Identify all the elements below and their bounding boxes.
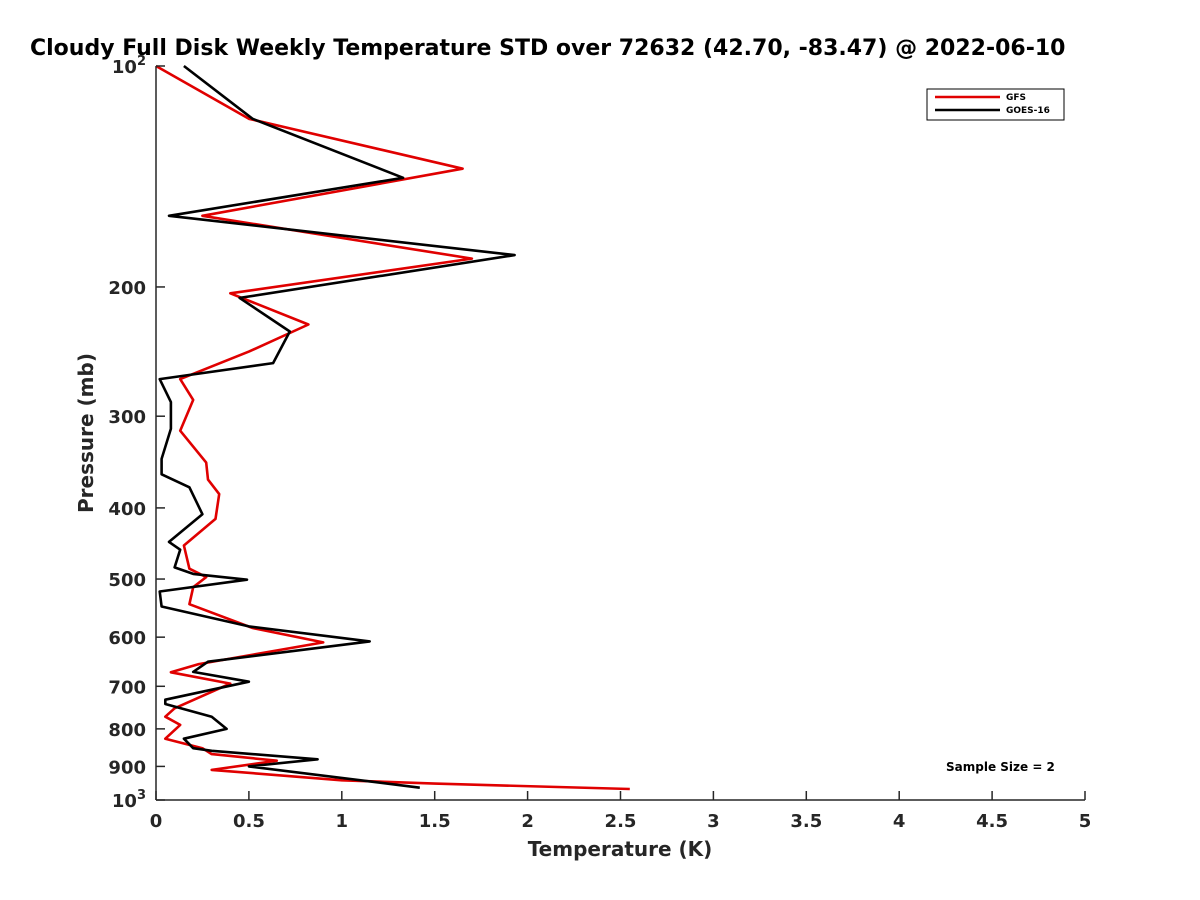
x-tick-label: 0.5	[233, 811, 265, 832]
y-tick-label: 600	[108, 628, 146, 649]
x-tick-label: 3	[707, 811, 720, 832]
x-tick-label: 1	[336, 811, 349, 832]
x-tick-label: 3.5	[790, 811, 822, 832]
legend: GFS GOES-16	[926, 88, 1065, 121]
x-tick-label: 2	[521, 811, 534, 832]
x-tick-label: 0	[150, 811, 163, 832]
y-ticks: 102 200 300 400 500 600 700 800 900 103	[108, 54, 165, 812]
x-tick-label: 1.5	[419, 811, 451, 832]
y-tick-label: 900	[108, 757, 146, 778]
chart-title: Cloudy Full Disk Weekly Temperature STD …	[30, 36, 1065, 61]
x-axis-label: Temperature (K)	[528, 837, 713, 861]
y-tick-label: 103	[112, 788, 146, 812]
y-tick-label: 400	[108, 499, 146, 520]
x-tick-label: 4	[893, 811, 906, 832]
legend-label-goes-16: GOES-16	[1006, 106, 1050, 116]
legend-label-gfs: GFS	[1006, 93, 1026, 103]
series-line-goes-16	[158, 64, 516, 789]
y-tick-label: 800	[108, 720, 146, 741]
sample-size-annotation: Sample Size = 2	[946, 760, 1055, 774]
y-axis-label: Pressure (mb)	[74, 353, 98, 513]
x-tick-label: 2.5	[605, 811, 637, 832]
x-ticks: 0 0.5 1 1.5 2 2.5 3 3.5 4 4.5 5	[150, 791, 1092, 832]
plot-series	[155, 64, 630, 791]
y-tick-label: 300	[108, 407, 146, 428]
x-tick-label: 5	[1079, 811, 1092, 832]
y-tick-label: 200	[108, 278, 146, 299]
y-tick-label: 102	[112, 54, 146, 78]
legend-box	[926, 88, 1065, 121]
y-tick-label: 700	[108, 677, 146, 698]
x-tick-label: 4.5	[976, 811, 1008, 832]
y-tick-label: 500	[108, 570, 146, 591]
